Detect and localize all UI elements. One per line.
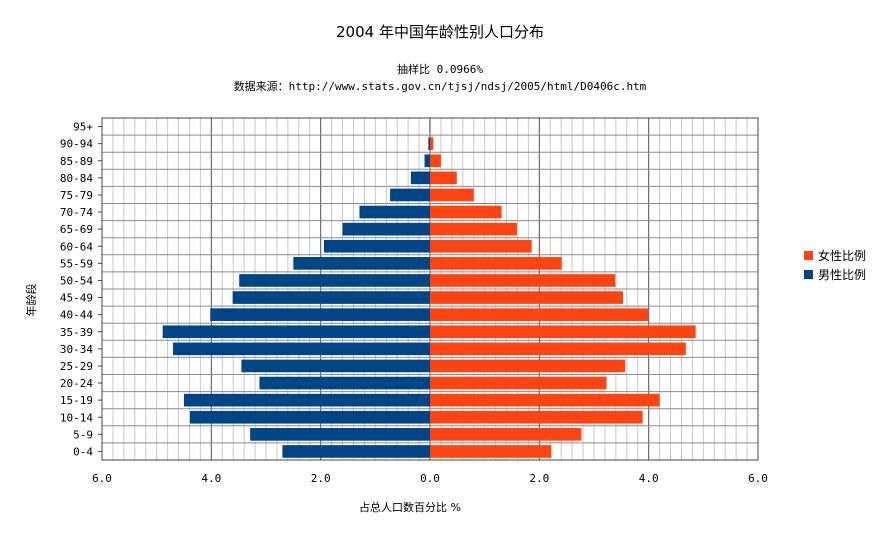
female-bar-35-39 bbox=[430, 325, 696, 339]
x-axis-label: 占总人口数百分比 % bbox=[359, 500, 461, 514]
female-bar-30-34 bbox=[430, 342, 686, 356]
female-bar-60-64 bbox=[430, 239, 532, 253]
y-tick-label: 40-44 bbox=[60, 309, 93, 322]
y-tick-label: 80-84 bbox=[60, 172, 93, 185]
plot-border bbox=[101, 117, 759, 461]
male-bar-5-9 bbox=[250, 428, 430, 441]
female-bar-80-84 bbox=[430, 171, 457, 185]
y-tick-label: 30-34 bbox=[60, 343, 93, 356]
female-bar-75-79 bbox=[430, 188, 474, 202]
female-bar-50-54 bbox=[430, 274, 616, 287]
x-tick-label: 2.0 bbox=[311, 472, 331, 485]
male-bar-30-34 bbox=[173, 342, 431, 356]
y-tick-label: 35-39 bbox=[60, 326, 93, 339]
male-bar-55-59 bbox=[293, 257, 430, 270]
female-bar-65-69 bbox=[430, 222, 517, 236]
y-tick-label: 10-14 bbox=[60, 411, 93, 424]
legend-label: 女性比例 bbox=[818, 248, 866, 263]
y-tick-label: 95+ bbox=[73, 121, 93, 134]
male-bar-25-29 bbox=[241, 359, 430, 373]
male-bar-40-44 bbox=[210, 308, 430, 321]
y-tick-label: 0-4 bbox=[73, 445, 93, 458]
male-bar-90-94 bbox=[428, 137, 430, 150]
bars bbox=[162, 120, 696, 458]
grid bbox=[101, 117, 759, 461]
y-tick-label: 45-49 bbox=[60, 292, 93, 305]
y-tick-label: 70-74 bbox=[60, 206, 93, 219]
female-bar-0-4 bbox=[430, 445, 552, 458]
y-tick-label: 75-79 bbox=[60, 189, 93, 202]
x-tick-labels: 6.0 4.0 2.0 0.0 2.0 4.0 6.0 bbox=[92, 472, 768, 485]
y-tick-label: 20-24 bbox=[60, 377, 93, 390]
male-bar-15-19 bbox=[184, 393, 430, 407]
female-bar-5-9 bbox=[430, 428, 582, 441]
female-bar-15-19 bbox=[430, 393, 660, 407]
x-tick-label: 4.0 bbox=[639, 472, 659, 485]
male-bar-65-69 bbox=[342, 222, 430, 236]
y-tick-label: 5-9 bbox=[73, 428, 93, 441]
female-bar-55-59 bbox=[430, 257, 562, 270]
x-tick-label: 6.0 bbox=[92, 472, 112, 485]
male-bar-35-39 bbox=[162, 325, 430, 339]
female-bar-70-74 bbox=[430, 205, 502, 219]
chart-title: 2004 年中国年龄性别人口分布 bbox=[336, 23, 544, 41]
y-axis-label: 年龄段 bbox=[24, 284, 38, 317]
female-bar-25-29 bbox=[430, 359, 626, 373]
chart-source: 数据来源：http://www.stats.gov.cn/tjsj/ndsj/2… bbox=[234, 79, 647, 93]
x-tick-label: 0.0 bbox=[420, 472, 440, 485]
male-bar-0-4 bbox=[282, 445, 430, 458]
x-tick-label: 2.0 bbox=[529, 472, 549, 485]
female-bar-10-14 bbox=[430, 410, 643, 424]
x-tick-label: 4.0 bbox=[201, 472, 221, 485]
x-tick-label: 6.0 bbox=[748, 472, 768, 485]
chart-subtitle: 抽样比 0.0966% bbox=[397, 62, 483, 76]
female-bar-20-24 bbox=[430, 376, 607, 390]
y-tick-label: 50-54 bbox=[60, 274, 93, 287]
y-tick-label: 60-64 bbox=[60, 240, 93, 253]
male-bar-75-79 bbox=[390, 188, 430, 202]
male-bar-20-24 bbox=[259, 376, 430, 390]
y-tick-label: 65-69 bbox=[60, 223, 93, 236]
female-bar-40-44 bbox=[430, 308, 649, 321]
male-bar-95+ bbox=[429, 120, 431, 133]
legend-label: 男性比例 bbox=[818, 268, 866, 282]
y-tick-label: 15-19 bbox=[60, 394, 93, 407]
male-bar-50-54 bbox=[239, 274, 430, 287]
male-bar-85-89 bbox=[424, 154, 430, 168]
female-bar-85-89 bbox=[430, 154, 441, 168]
y-tick-label: 55-59 bbox=[60, 257, 93, 270]
male-bar-80-84 bbox=[410, 171, 430, 185]
y-tick-labels: 0-4 5-9 10-14 15-19 20-24 25-29 30-34 35-39 40-4… bbox=[60, 121, 102, 458]
male-bar-60-64 bbox=[323, 239, 430, 253]
y-tick-label: 90-94 bbox=[60, 138, 93, 151]
male-bar-70-74 bbox=[359, 205, 430, 219]
male-bar-45-49 bbox=[232, 291, 430, 304]
female-bar-95+ bbox=[430, 120, 431, 133]
female-bar-90-94 bbox=[430, 137, 434, 150]
female-bar-45-49 bbox=[430, 291, 623, 304]
y-tick-label: 85-89 bbox=[60, 155, 93, 168]
male-bar-10-14 bbox=[190, 410, 430, 424]
y-tick-label: 25-29 bbox=[60, 360, 93, 373]
legend-swatch bbox=[804, 251, 813, 260]
legend-swatch bbox=[804, 270, 813, 279]
